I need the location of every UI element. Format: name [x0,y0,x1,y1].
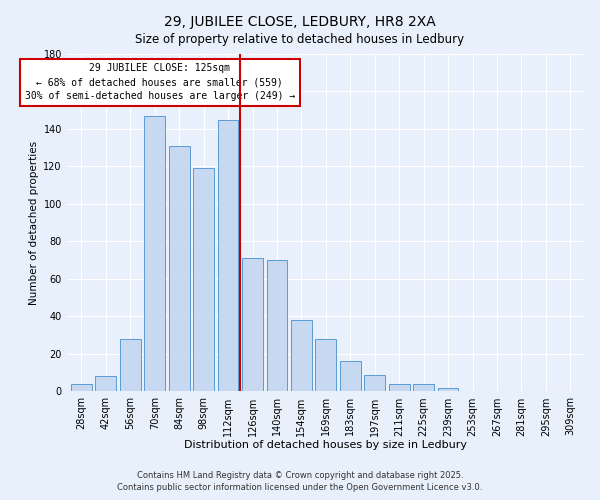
Bar [242,258,263,392]
Bar [169,146,190,392]
Text: 29, JUBILEE CLOSE, LEDBURY, HR8 2XA: 29, JUBILEE CLOSE, LEDBURY, HR8 2XA [164,15,436,29]
Bar [413,384,434,392]
X-axis label: Distribution of detached houses by size in Ledbury: Distribution of detached houses by size … [184,440,467,450]
Bar [438,388,458,392]
Bar [340,362,361,392]
Bar [95,376,116,392]
Bar [316,339,336,392]
Bar [389,384,410,392]
Text: Contains HM Land Registry data © Crown copyright and database right 2025.
Contai: Contains HM Land Registry data © Crown c… [118,471,482,492]
Y-axis label: Number of detached properties: Number of detached properties [29,140,39,305]
Bar [291,320,312,392]
Bar [364,374,385,392]
Bar [120,339,141,392]
Bar [266,260,287,392]
Bar [71,384,92,392]
Bar [218,120,238,392]
Text: 29 JUBILEE CLOSE: 125sqm
← 68% of detached houses are smaller (559)
30% of semi-: 29 JUBILEE CLOSE: 125sqm ← 68% of detach… [25,64,295,102]
Bar [145,116,165,392]
Bar [193,168,214,392]
Text: Size of property relative to detached houses in Ledbury: Size of property relative to detached ho… [136,32,464,46]
